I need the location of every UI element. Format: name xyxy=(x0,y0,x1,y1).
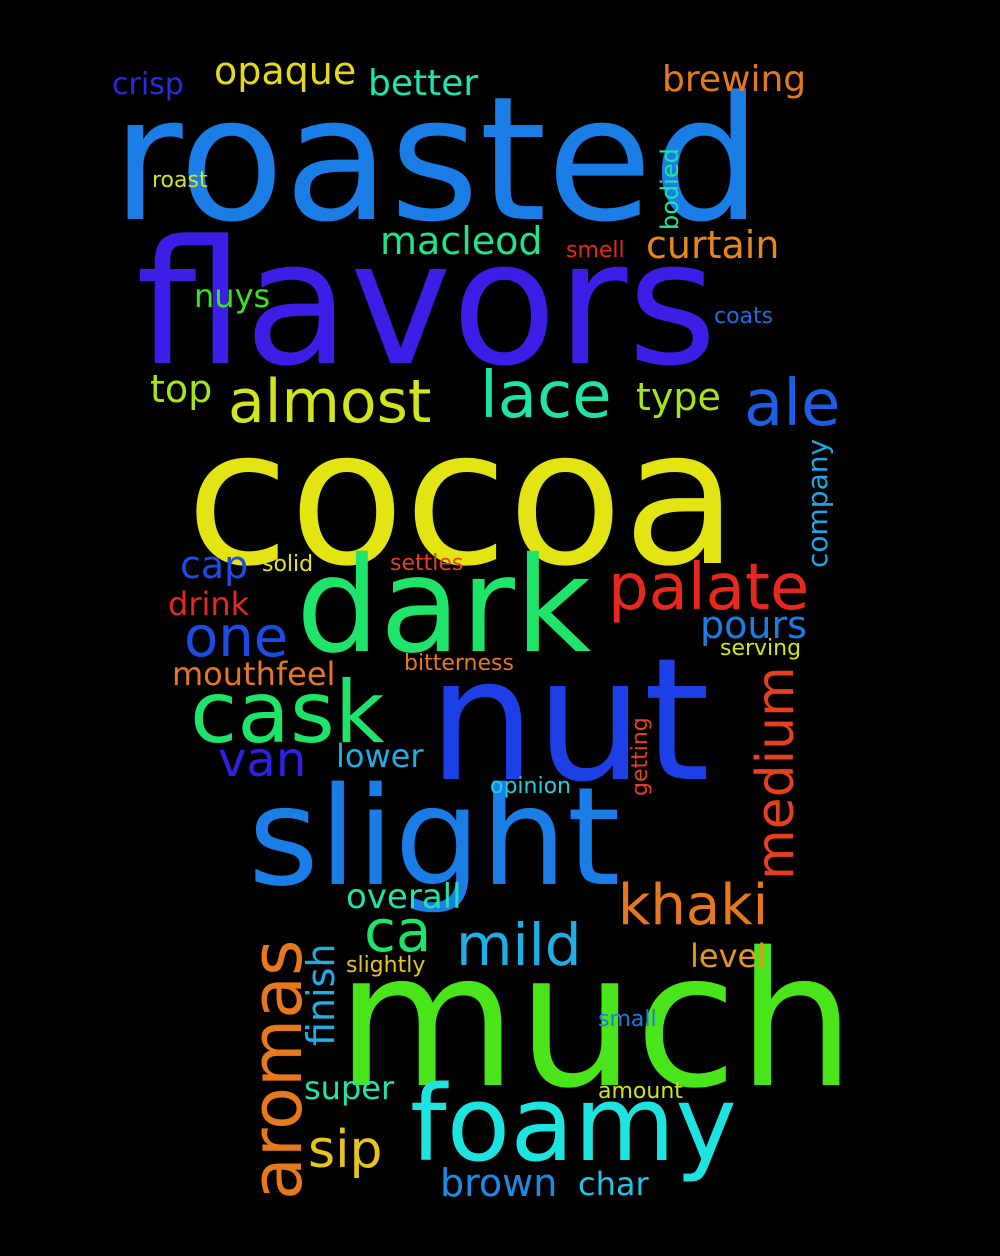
word: almost xyxy=(228,367,432,437)
word: dark xyxy=(296,529,592,683)
word: serving xyxy=(720,636,802,661)
word: one xyxy=(184,605,289,670)
word: slightly xyxy=(346,953,426,978)
word: foamy xyxy=(410,1063,737,1185)
word: van xyxy=(218,732,307,788)
word: amount xyxy=(598,1079,683,1104)
word: nut xyxy=(428,622,711,820)
word: roasted xyxy=(112,59,762,260)
word: settles xyxy=(390,551,464,576)
word: cocoa xyxy=(186,389,738,608)
word: palate xyxy=(608,551,810,625)
word: cask xyxy=(190,663,385,763)
word: drink xyxy=(168,585,250,623)
word: sip xyxy=(308,1120,383,1180)
word: overall xyxy=(346,877,462,917)
word: bitterness xyxy=(404,651,514,676)
word: crisp xyxy=(112,67,184,102)
word: pours xyxy=(700,603,807,647)
word: mild xyxy=(456,911,582,979)
word: ca xyxy=(364,897,432,965)
word: ale xyxy=(744,367,841,441)
word: khaki xyxy=(618,873,769,938)
word: small xyxy=(598,1007,657,1032)
word: mouthfeel xyxy=(172,655,336,693)
word: coats xyxy=(714,304,774,329)
word: super xyxy=(304,1069,395,1107)
word: opinion xyxy=(490,774,571,799)
word: solid xyxy=(262,552,314,577)
word: roast xyxy=(152,168,208,193)
word: brewing xyxy=(662,59,807,100)
word: nuys xyxy=(194,277,271,315)
word: char xyxy=(578,1165,649,1203)
word: opaque xyxy=(214,49,357,93)
word: lace xyxy=(480,359,612,433)
word: smell xyxy=(566,238,625,263)
word: company xyxy=(801,438,834,568)
word: type xyxy=(636,375,721,419)
word: medium xyxy=(746,666,806,880)
word: getting xyxy=(628,717,653,796)
word: curtain xyxy=(646,223,780,267)
word: finish xyxy=(299,943,343,1046)
word: better xyxy=(368,63,479,104)
word: top xyxy=(150,367,213,411)
word: cap xyxy=(180,543,249,587)
word: brown xyxy=(440,1161,558,1205)
word: flavors xyxy=(136,203,718,404)
word: bodied xyxy=(656,148,684,230)
word: slight xyxy=(248,759,621,917)
word: much xyxy=(336,912,856,1129)
word: level xyxy=(690,937,767,975)
word: lower xyxy=(336,737,424,775)
word: macleod xyxy=(380,219,543,263)
